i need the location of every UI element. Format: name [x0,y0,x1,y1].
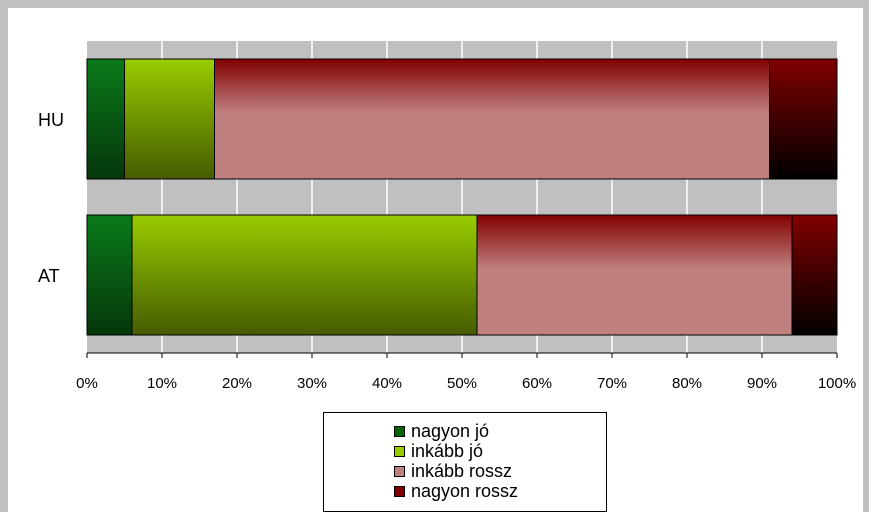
bar-segment [769,58,838,180]
legend: nagyon jó inkább jó inkább rossz nagyon ros… [323,412,607,512]
legend-label: inkább jó [411,441,484,461]
x-tick-label: 70% [597,375,627,392]
category-label: HU [38,110,64,130]
bar-segment [791,214,838,336]
x-tick-label: 0% [76,375,98,392]
x-tick-label: 100% [818,375,856,392]
x-tick-label: 90% [747,375,777,392]
bars [86,58,838,336]
legend-swatch [394,485,405,497]
x-tick-label: 80% [672,375,702,392]
legend-item: nagyon jó [394,421,606,441]
bar-segment [86,58,125,180]
bar-segment [214,58,770,180]
x-tick-label: 30% [297,375,327,392]
legend-label: inkább rossz [411,461,513,481]
legend-label: nagyon jó [411,421,490,441]
axes: HU AT 0% 10% 20% 30% 40% 50% 60% 70% 80% 90% 100% [38,110,856,392]
legend-label: nagyon rossz [411,481,519,501]
legend-item: nagyon rossz [394,481,606,501]
legend-swatch [394,465,405,477]
legend-swatch [394,445,405,457]
x-tick-label: 40% [372,375,402,392]
x-tick-label: 20% [222,375,252,392]
legend-item: inkább rossz [394,461,606,481]
legend-swatch [394,425,405,437]
legend-item: inkább jó [394,441,606,461]
x-tick-label: 60% [522,375,552,392]
bar-segment [131,214,478,336]
x-tick-label: 50% [447,375,477,392]
x-tick-label: 10% [147,375,177,392]
bar-segment [476,214,793,336]
bar-segment [86,214,133,336]
bar-chart: HU AT 0% 10% 20% 30% 40% 50% 60% 70% 80% 90% 100% [38,41,856,392]
category-label: AT [38,266,60,286]
bar-segment [124,58,215,180]
